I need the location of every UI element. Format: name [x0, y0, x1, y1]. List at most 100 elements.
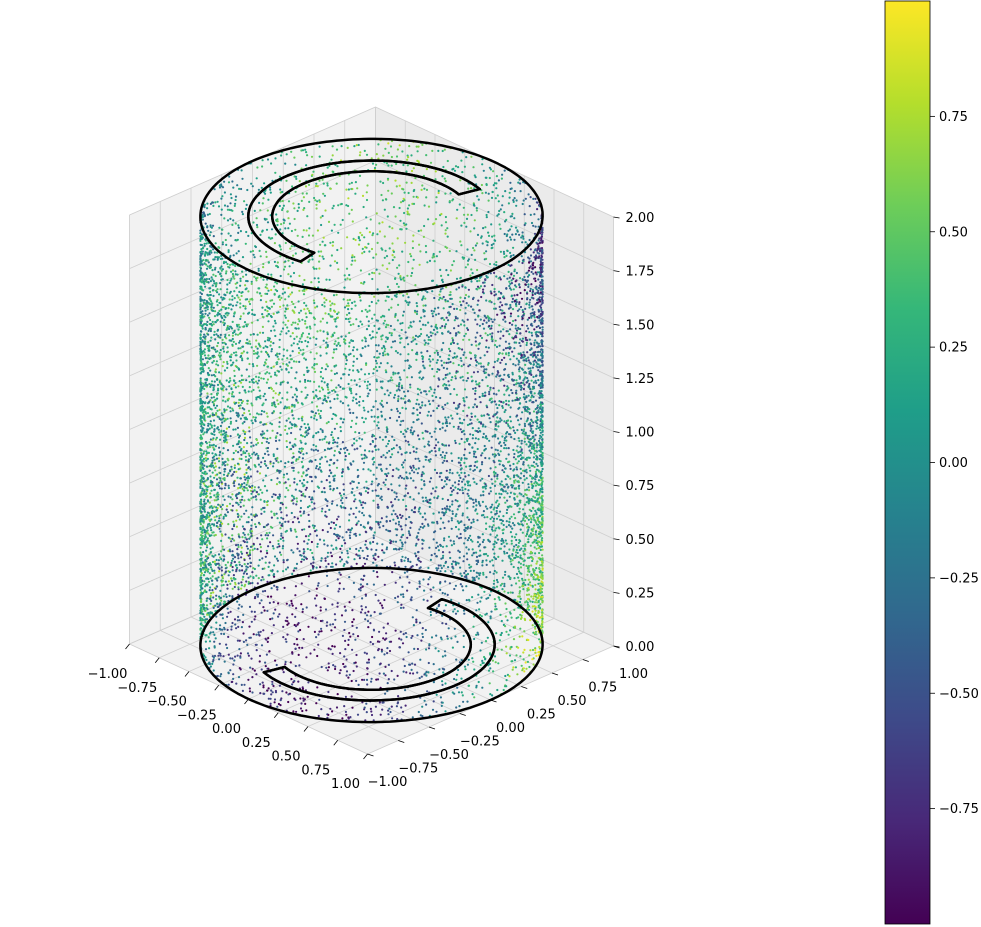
scatter-point [206, 395, 209, 398]
scatter-point [253, 669, 256, 672]
scatter-point [200, 425, 203, 428]
scatter-point [290, 291, 294, 294]
scatter-point [287, 273, 290, 276]
scatter-point [201, 405, 204, 408]
scatter-point [256, 548, 259, 551]
scatter-point [409, 495, 412, 499]
scatter-point [244, 455, 247, 458]
scatter-point [243, 499, 246, 502]
scatter-point [448, 200, 451, 203]
scatter-point [235, 509, 238, 512]
scatter-point [328, 508, 331, 511]
scatter-point [434, 454, 437, 457]
scatter-point [209, 484, 212, 488]
scatter-point [324, 435, 327, 438]
scatter-point [247, 409, 251, 412]
scatter-point [204, 323, 208, 326]
scatter-point [253, 275, 256, 278]
scatter-point [206, 429, 209, 432]
scatter-point [366, 310, 369, 313]
scatter-point [209, 547, 212, 550]
grid-line-z [375, 374, 614, 486]
scatter-point [269, 541, 272, 544]
scatter-point [220, 599, 223, 602]
scatter-point [290, 300, 293, 303]
scatter-point [380, 410, 383, 413]
scatter-point [363, 431, 366, 434]
scatter-point [331, 565, 334, 568]
scatter-point [307, 260, 310, 263]
scatter-point [321, 619, 324, 622]
scatter-point [209, 224, 212, 227]
scatter-point [233, 297, 236, 300]
scatter-point [243, 321, 247, 324]
scatter-point [306, 423, 310, 426]
scatter-point [328, 475, 331, 478]
scatter-point [206, 488, 209, 491]
scatter-point [225, 388, 228, 391]
scatter-point [267, 441, 270, 445]
scatter-point [202, 433, 205, 436]
scatter-point [212, 289, 215, 292]
scatter-point [228, 392, 231, 395]
scatter-point [214, 242, 217, 245]
scatter-point [365, 246, 368, 249]
scatter-point [290, 229, 293, 233]
scatter-point [315, 432, 318, 435]
scatter-point [259, 331, 262, 334]
scatter-point [225, 431, 228, 434]
scatter-point [354, 181, 357, 184]
scatter-point [226, 607, 229, 610]
scatter-point [431, 358, 434, 361]
scatter-point [439, 544, 442, 548]
scatter-point [232, 557, 235, 560]
scatter-point [231, 657, 234, 660]
scatter-point [330, 158, 333, 161]
scatter-point [215, 493, 218, 496]
scatter-point [367, 242, 370, 245]
scatter-point [240, 381, 243, 384]
scatter-point [279, 704, 282, 707]
scatter-point [238, 639, 241, 642]
scatter-point [312, 436, 315, 439]
scatter-point [454, 525, 458, 529]
scatter-point [212, 389, 215, 392]
scatter-point [360, 453, 363, 456]
scatter-point [444, 221, 448, 224]
scatter-point [250, 518, 253, 522]
scatter-point [245, 572, 248, 576]
scatter-point [310, 416, 313, 419]
scatter-point [224, 435, 227, 438]
scatter-point [390, 332, 393, 335]
scatter-point [413, 188, 416, 192]
scatter-point [412, 234, 415, 237]
scatter-point [407, 303, 410, 306]
scatter-point [340, 202, 343, 206]
scatter-point [219, 589, 222, 593]
scatter-point [221, 617, 224, 620]
scatter-point [316, 229, 319, 232]
scatter-point [220, 275, 223, 278]
scatter-point [199, 407, 202, 410]
scatter-point [223, 323, 226, 327]
scatter-point [391, 227, 394, 230]
scatter-point [381, 199, 384, 202]
scatter-point [276, 517, 279, 520]
scatter-point [269, 344, 272, 347]
scatter-point [229, 359, 232, 362]
scatter-point [297, 630, 300, 633]
scatter-point [303, 207, 306, 210]
scatter-point [238, 563, 241, 566]
scatter-point [363, 380, 366, 383]
scatter-point [301, 419, 304, 422]
scatter-point [208, 444, 211, 447]
scatter-point [401, 555, 404, 558]
scatter-point [219, 354, 222, 357]
scatter-point [210, 505, 213, 508]
scatter-point [239, 441, 242, 444]
scatter-point [199, 523, 202, 526]
scatter-point [287, 478, 290, 481]
scatter-point [265, 218, 268, 221]
scatter-point [246, 562, 249, 565]
scatter-point [236, 301, 239, 304]
